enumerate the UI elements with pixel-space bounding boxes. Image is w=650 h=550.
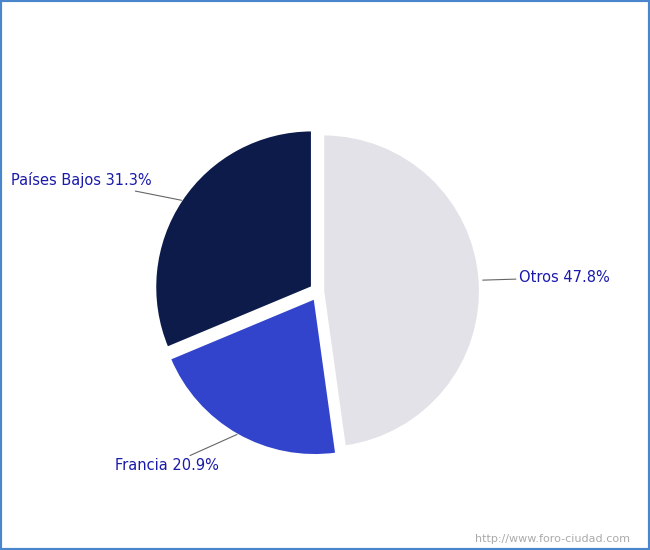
Text: Cabeza del Buey - Turistas extranjeros según país - Abril de 2024: Cabeza del Buey - Turistas extranjeros s…	[55, 13, 595, 29]
Text: http://www.foro-ciudad.com: http://www.foro-ciudad.com	[476, 535, 630, 544]
Text: Países Bajos 31.3%: Países Bajos 31.3%	[11, 172, 181, 200]
Wedge shape	[155, 130, 312, 348]
Wedge shape	[323, 134, 480, 447]
Wedge shape	[170, 298, 336, 455]
Text: Francia 20.9%: Francia 20.9%	[115, 434, 237, 474]
Text: Otros 47.8%: Otros 47.8%	[483, 270, 610, 285]
